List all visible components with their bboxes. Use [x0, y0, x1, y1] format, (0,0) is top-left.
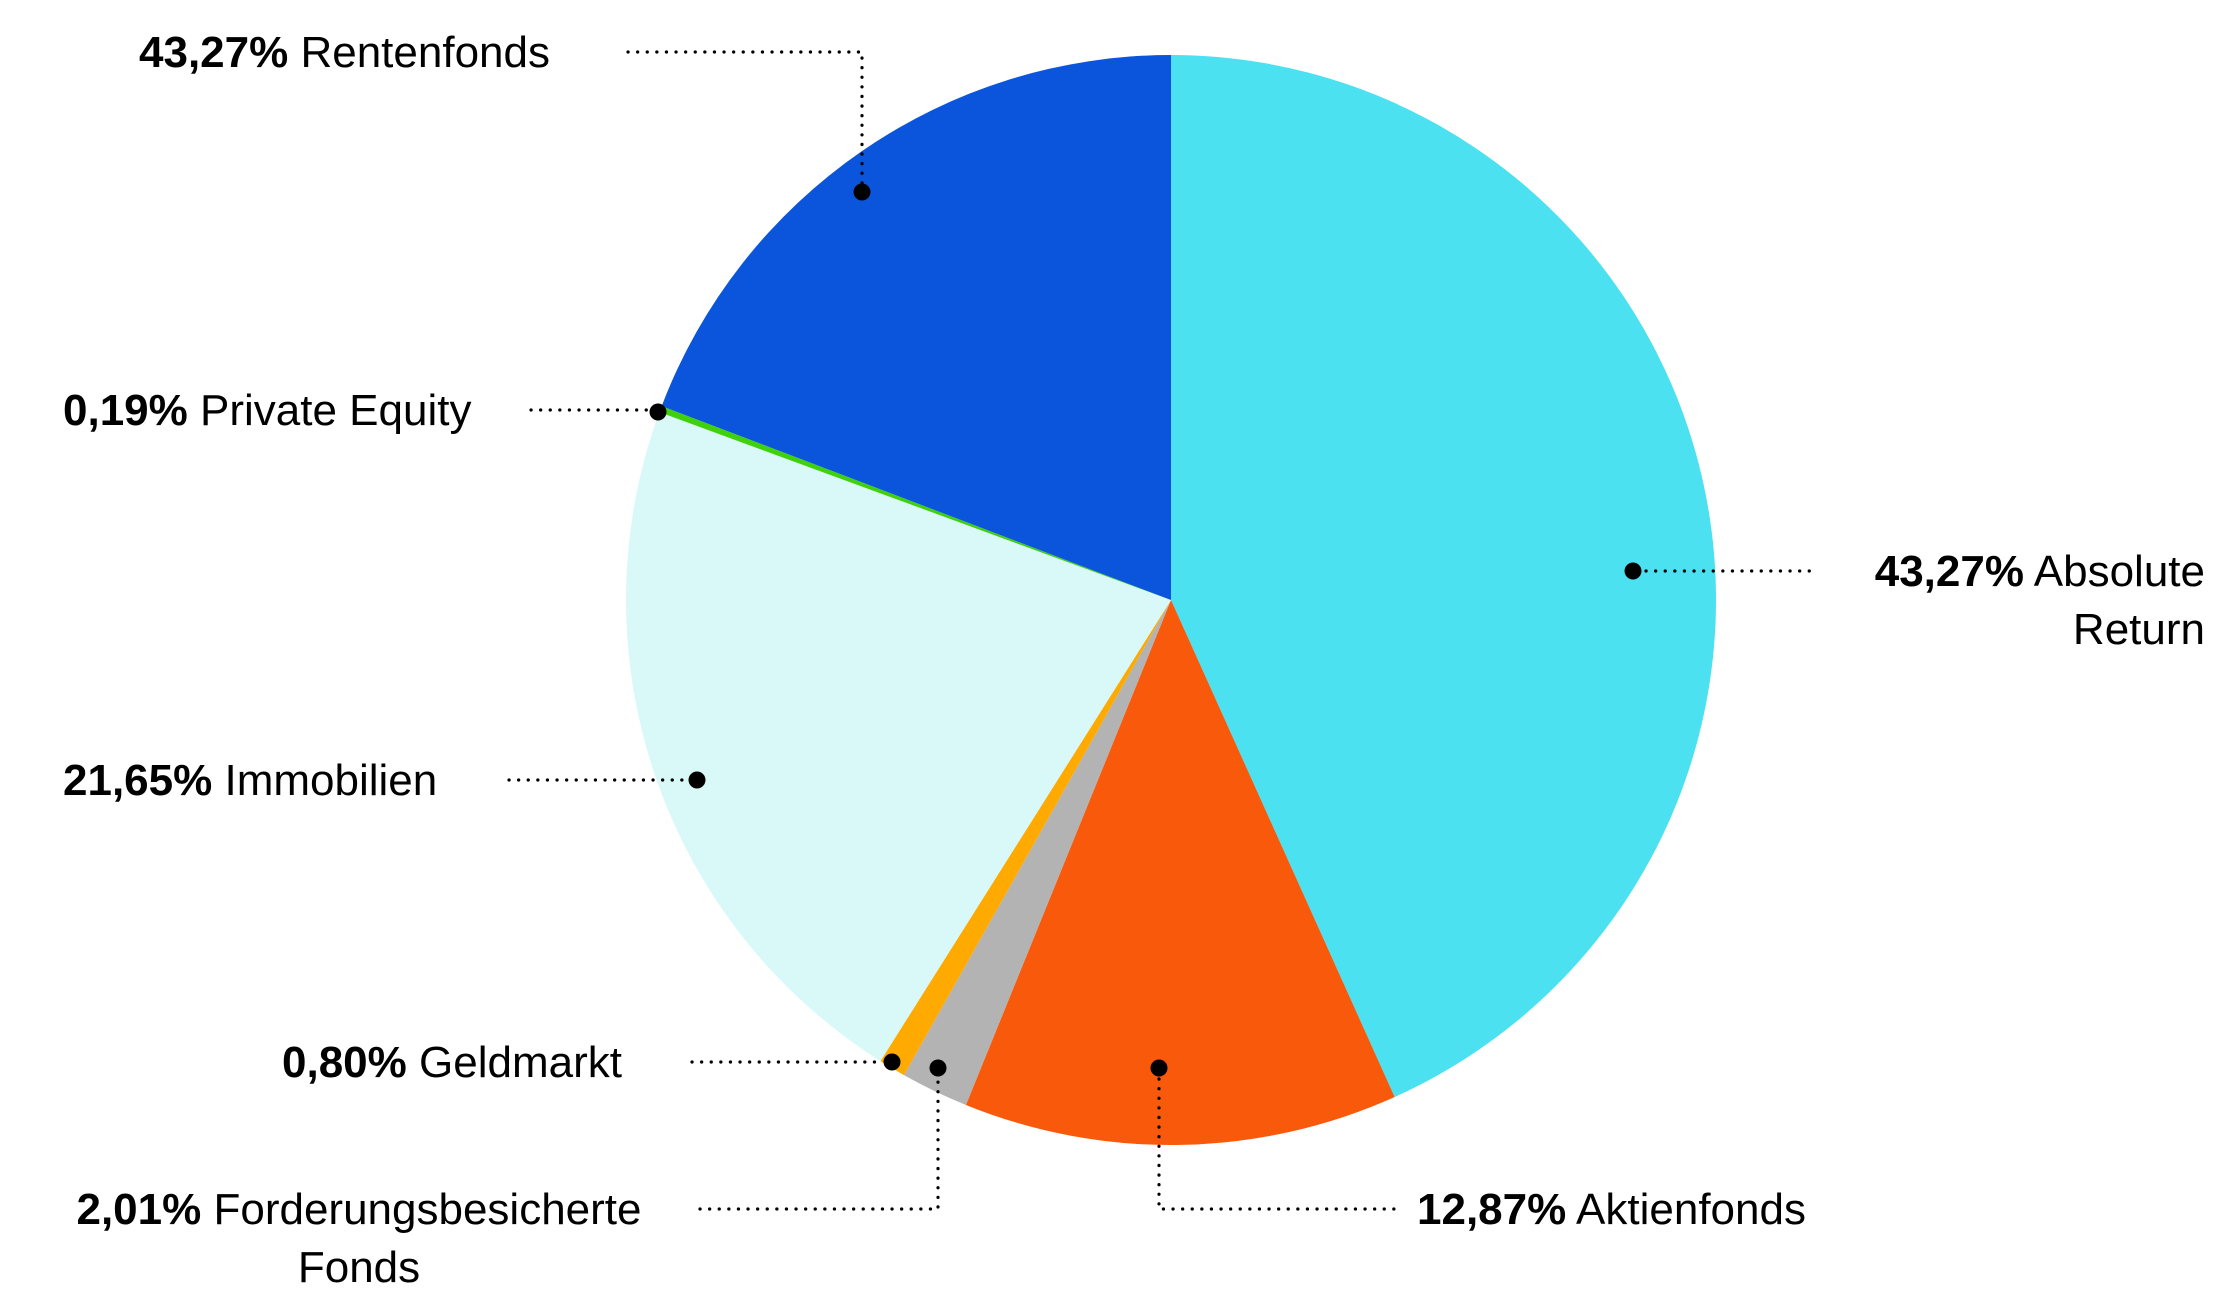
label-rentenfonds-name: Rentenfonds	[300, 28, 550, 77]
label-absolute-return-name: Absolute Return	[2033, 547, 2205, 654]
pie-slice-rentenfonds	[661, 55, 1171, 600]
label-forderungsbesicherte-name: Forderungsbesicherte Fonds	[213, 1185, 642, 1292]
callout-dot-forderungsbesicherte	[929, 1059, 947, 1077]
label-rentenfonds: 43,27% Rentenfonds	[139, 24, 550, 82]
label-aktienfonds: 12,87% Aktienfonds	[1417, 1181, 1806, 1239]
leader-line-rentenfonds	[626, 50, 864, 186]
label-rentenfonds-pct: 43,27%	[139, 28, 289, 77]
pie-slices	[626, 55, 1717, 1146]
label-private-equity-pct: 0,19%	[63, 386, 188, 435]
callout-dot-rentenfonds	[853, 183, 871, 201]
pie-slice-aktienfonds	[965, 600, 1395, 1146]
label-forderungsbesicherte-pct: 2,01%	[76, 1185, 202, 1234]
label-aktienfonds-name: Aktienfonds	[1576, 1185, 1806, 1234]
pie-slice-immobilien	[626, 412, 1171, 1062]
label-aktienfonds-pct: 12,87%	[1417, 1185, 1567, 1234]
label-absolute-return-pct: 43,27%	[1874, 547, 2024, 596]
callout-dot-immobilien	[688, 771, 706, 789]
callout-dots	[649, 183, 1642, 1077]
label-immobilien-name: Immobilien	[224, 756, 438, 805]
callout-dot-geldmarkt	[883, 1053, 901, 1071]
callout-dot-private-equity	[649, 403, 667, 421]
label-immobilien: 21,65% Immobilien	[63, 752, 437, 810]
leader-line-forderungsbesicherte	[698, 1077, 940, 1211]
callout-dot-absolute-return	[1624, 562, 1642, 580]
label-forderungsbesicherte: 2,01% Forderungsbesicherte Fonds	[34, 1181, 684, 1292]
pie-slice-geldmarkt	[880, 600, 1171, 1076]
label-absolute-return: 43,27% Absolute Return	[1765, 543, 2205, 659]
label-geldmarkt-pct: 0,80%	[282, 1038, 407, 1087]
label-private-equity-name: Private Equity	[200, 386, 472, 435]
label-geldmarkt-name: Geldmarkt	[419, 1038, 622, 1087]
callout-dot-aktienfonds	[1150, 1059, 1168, 1077]
label-immobilien-pct: 21,65%	[63, 756, 213, 805]
label-geldmarkt: 0,80% Geldmarkt	[282, 1034, 622, 1092]
pie-slice-private-equity	[659, 406, 1171, 600]
pie-slice-absolute-return	[1171, 55, 1717, 1097]
leader-lines	[507, 50, 1820, 1211]
label-private-equity: 0,19% Private Equity	[63, 382, 471, 440]
pie-slice-forderungsbesicherte-fonds	[903, 600, 1171, 1105]
